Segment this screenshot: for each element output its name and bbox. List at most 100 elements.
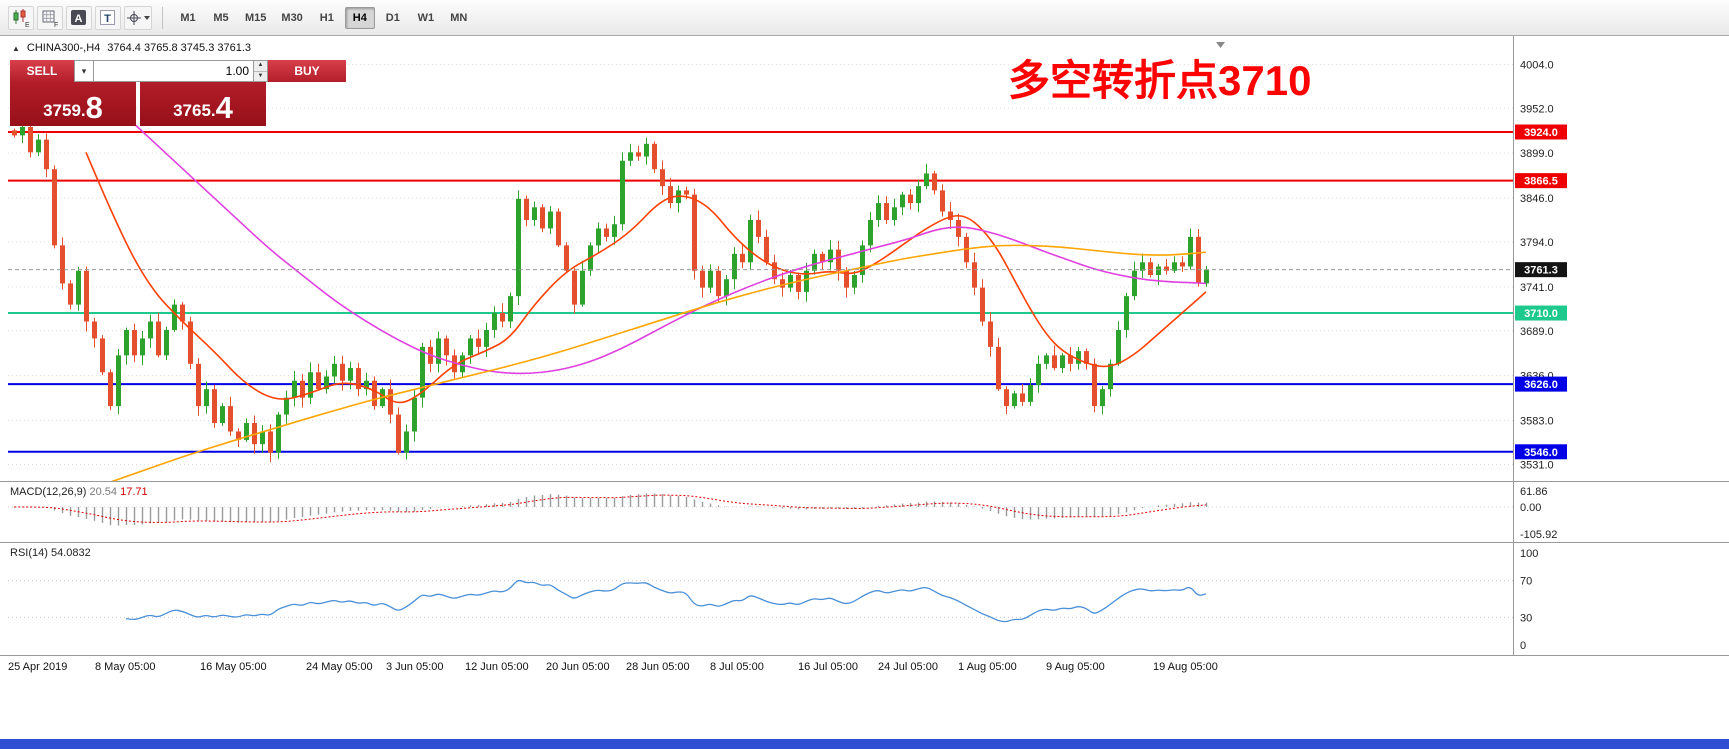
time-label: 24 May 05:00 bbox=[306, 661, 373, 673]
time-label: 16 Jul 05:00 bbox=[798, 661, 858, 673]
svg-text:F: F bbox=[54, 22, 58, 28]
svg-text:3710.0: 3710.0 bbox=[1524, 308, 1558, 320]
tf-button-h4[interactable]: H4 bbox=[344, 6, 375, 29]
time-label: 1 Aug 05:00 bbox=[958, 661, 1017, 673]
tf-button-h1[interactable]: H1 bbox=[319, 11, 334, 24]
svg-text:3924.0: 3924.0 bbox=[1524, 127, 1558, 139]
time-label: 19 Aug 05:00 bbox=[1153, 661, 1218, 673]
grid-icon[interactable]: F bbox=[37, 5, 63, 30]
macd-name: MACD(12,26,9) bbox=[10, 486, 87, 498]
spin-up-icon[interactable]: ▲ bbox=[254, 61, 267, 72]
svg-text:3626.0: 3626.0 bbox=[1524, 379, 1558, 391]
macd-signal-line bbox=[13, 494, 1207, 523]
price-tag-3761.3: 3761.3 bbox=[1515, 262, 1567, 278]
tf-button-d1[interactable]: D1 bbox=[385, 11, 400, 24]
sell-price-big-digit: 8 bbox=[85, 89, 103, 125]
svg-text:61.86: 61.86 bbox=[1520, 486, 1548, 498]
time-label: 28 Jun 05:00 bbox=[626, 661, 690, 673]
chart-annotation[interactable]: 多空转折点3710 bbox=[1008, 57, 1312, 104]
main-chart-panel: 4004.0 3952.0 3899.0 3846.0 3794.0 3741.0 3689… bbox=[0, 36, 1729, 481]
price-tag-3866.5: 3866.5 bbox=[1515, 173, 1567, 189]
macd-svg[interactable]: 61.86 0.00 -105.92 bbox=[0, 482, 1729, 543]
buy-button[interactable]: BUY bbox=[268, 60, 346, 82]
time-axis[interactable]: 25 Apr 2019 8 May 05:00 16 May 05:00 24 May… bbox=[0, 655, 1729, 679]
main-chart-svg[interactable]: 4004.0 3952.0 3899.0 3846.0 3794.0 3741.0 3689… bbox=[0, 36, 1729, 481]
time-label: 3 Jun 05:00 bbox=[386, 661, 444, 673]
volume-input[interactable] bbox=[94, 60, 254, 82]
svg-text:A: A bbox=[75, 13, 83, 25]
bottom-bar bbox=[0, 739, 1729, 749]
svg-text:T: T bbox=[104, 13, 111, 25]
rsi-svg[interactable]: 100 70 30 0 bbox=[0, 543, 1729, 656]
svg-text:30: 30 bbox=[1520, 612, 1532, 624]
svg-text:100: 100 bbox=[1520, 548, 1538, 560]
svg-text:3952.0: 3952.0 bbox=[1520, 103, 1554, 115]
svg-text:3866.5: 3866.5 bbox=[1524, 176, 1558, 188]
sell-button[interactable]: SELL bbox=[10, 60, 74, 82]
rsi-panel: 100 70 30 0 RSI(14) 54.0832 bbox=[0, 542, 1729, 656]
tf-button-mn[interactable]: MN bbox=[450, 11, 468, 24]
spin-down-icon[interactable]: ▼ bbox=[254, 71, 267, 81]
chart-shift-marker[interactable] bbox=[1216, 42, 1225, 48]
symbol-name: CHINA300-,H4 bbox=[26, 42, 101, 54]
price-gridlines: 4004.0 3952.0 3899.0 3846.0 3794.0 3741.0 3689… bbox=[8, 59, 1554, 471]
buy-price-main: 3765. bbox=[173, 101, 216, 120]
crosshair-icon[interactable] bbox=[124, 5, 152, 30]
sell-price-main: 3759. bbox=[43, 101, 86, 120]
svg-text:0.00: 0.00 bbox=[1520, 502, 1541, 514]
rsi-name: RSI(14) bbox=[10, 547, 48, 559]
svg-text:70: 70 bbox=[1520, 576, 1532, 588]
time-label: 25 Apr 2019 bbox=[8, 661, 68, 673]
volume-preset-dropdown[interactable]: ▾ bbox=[74, 60, 94, 82]
time-label: 16 May 05:00 bbox=[200, 661, 267, 673]
candlestick-chart-icon[interactable]: E bbox=[8, 5, 34, 30]
price-tag-3626.0: 3626.0 bbox=[1515, 376, 1567, 392]
sell-price-display[interactable]: 3759. 8 bbox=[10, 82, 136, 126]
macd-label: MACD(12,26,9) 20.54 17.71 bbox=[10, 486, 148, 498]
svg-text:-105.92: -105.92 bbox=[1520, 529, 1557, 541]
macd-main-value: 20.54 bbox=[89, 486, 118, 498]
svg-text:3899.0: 3899.0 bbox=[1520, 148, 1554, 160]
buy-price-big-digit: 4 bbox=[215, 89, 233, 125]
tf-button-m5[interactable]: M5 bbox=[213, 11, 229, 24]
ohlc-values: 3764.4 3765.8 3745.3 3761.3 bbox=[107, 42, 252, 54]
svg-text:3741.0: 3741.0 bbox=[1520, 282, 1554, 294]
volume-stepper: ▲ ▼ bbox=[254, 60, 268, 82]
ma-mid-magenta-line bbox=[109, 100, 1207, 375]
bottom-spacer bbox=[0, 679, 1729, 739]
time-label: 12 Jun 05:00 bbox=[465, 661, 529, 673]
tf-button-w1[interactable]: W1 bbox=[417, 11, 435, 24]
macd-signal-value: 17.71 bbox=[120, 486, 148, 498]
rsi-value: 54.0832 bbox=[50, 547, 91, 559]
trade-panel: SELL ▾ ▲ ▼ BUY 3759.8 3765.4 bbox=[10, 60, 346, 126]
svg-text:3583.0: 3583.0 bbox=[1520, 415, 1554, 427]
buy-price-display[interactable]: 3765. 4 bbox=[140, 82, 266, 126]
tf-button-m1[interactable]: M1 bbox=[180, 11, 196, 24]
time-label: 8 Jul 05:00 bbox=[710, 661, 764, 673]
rsi-line bbox=[125, 579, 1207, 623]
annotate-a-icon[interactable]: A bbox=[66, 5, 92, 30]
svg-text:3546.0: 3546.0 bbox=[1524, 447, 1558, 459]
macd-panel: 61.86 0.00 -105.92 MACD(12,26,9) 20.54 17.… bbox=[0, 481, 1729, 543]
ma-fast-red-line bbox=[85, 151, 1207, 404]
rsi-label: RSI(14) 54.0832 bbox=[10, 547, 91, 559]
collapse-arrow-icon[interactable]: ▲ bbox=[12, 43, 20, 53]
svg-text:3761.3: 3761.3 bbox=[1524, 265, 1558, 277]
price-tag-3546.0: 3546.0 bbox=[1515, 444, 1567, 460]
ma-slow-orange-line bbox=[111, 244, 1207, 481]
text-t-icon[interactable]: T bbox=[95, 5, 121, 30]
price-tag-3924.0: 3924.0 bbox=[1515, 124, 1567, 140]
tf-button-m30[interactable]: M30 bbox=[281, 11, 303, 24]
trade-panel-prices: 3759. 8 3765. 4 bbox=[10, 82, 266, 126]
tf-button-m15[interactable]: M15 bbox=[245, 11, 267, 24]
time-label: 8 May 05:00 bbox=[95, 661, 156, 673]
svg-text:3689.0: 3689.0 bbox=[1520, 326, 1554, 338]
timeframe-button-group: M1 M5 M15 M30 H1 H4 D1 W1 MN bbox=[173, 6, 474, 29]
time-label: 9 Aug 05:00 bbox=[1046, 661, 1105, 673]
macd-histogram bbox=[21, 493, 1208, 526]
svg-text:3531.0: 3531.0 bbox=[1520, 459, 1554, 471]
svg-text:E: E bbox=[25, 22, 30, 28]
top-toolbar: E F A T M1 M5 M15 M30 H1 H4 D1 W1 MN bbox=[0, 0, 1729, 36]
